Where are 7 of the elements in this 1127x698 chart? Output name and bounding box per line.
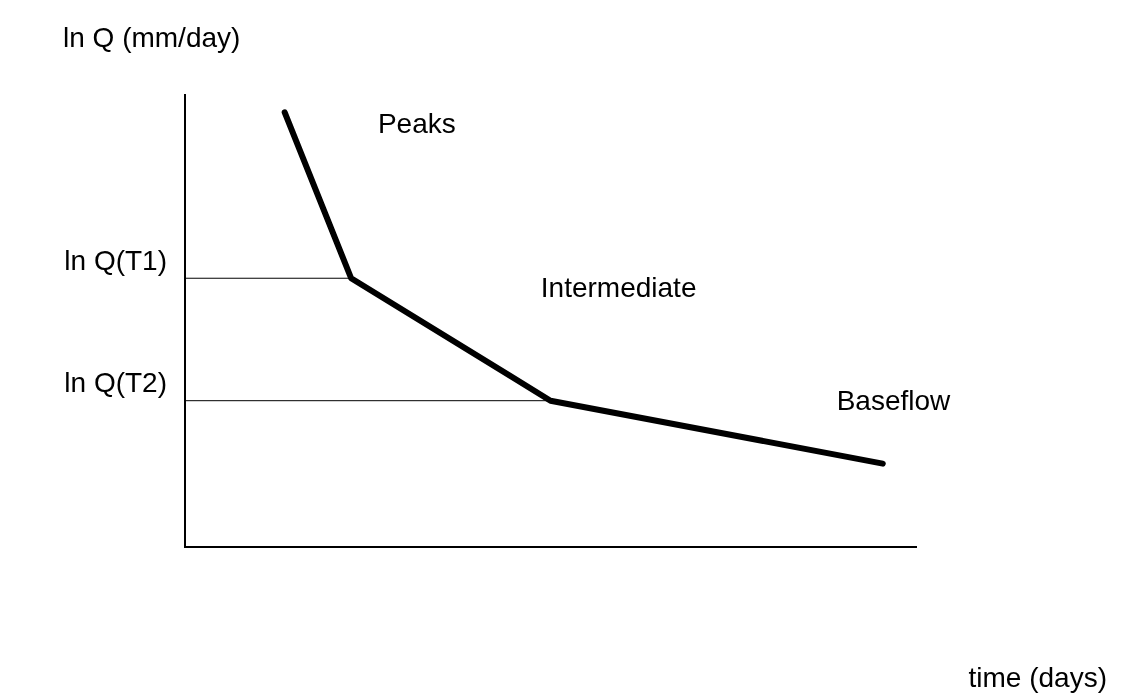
annotation: Baseflow xyxy=(836,384,952,416)
ref-line-label: ln Q(T2) xyxy=(64,367,167,399)
annotation: Peaks xyxy=(377,108,456,140)
annotation: Intermediate xyxy=(540,272,697,304)
x-axis-title: time (days) xyxy=(968,662,1107,694)
ref-line-label: ln Q(T1) xyxy=(64,244,167,276)
y-axis-title: ln Q (mm/day) xyxy=(63,22,241,54)
